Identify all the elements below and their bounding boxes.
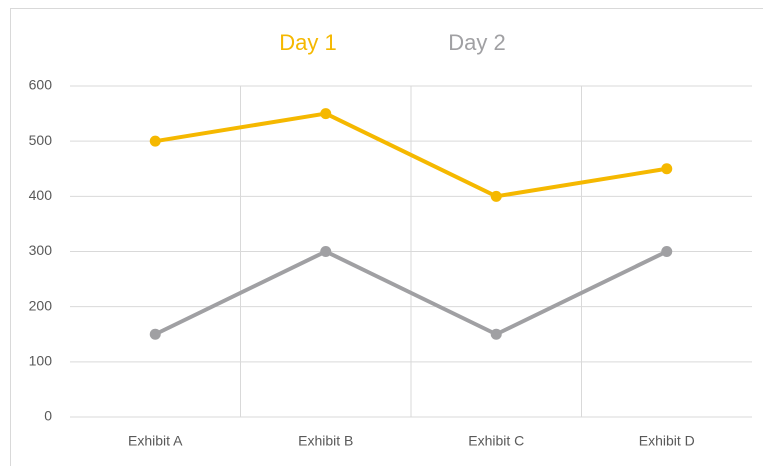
y-tick-label: 500 xyxy=(29,132,53,148)
y-tick-label: 0 xyxy=(44,408,52,424)
data-point xyxy=(661,163,673,175)
data-point xyxy=(490,190,502,202)
chart-frame xyxy=(10,8,763,466)
series-line xyxy=(154,111,668,199)
y-tick-label: 200 xyxy=(29,297,53,313)
data-point xyxy=(149,135,161,147)
y-tick-label: 300 xyxy=(29,242,53,258)
y-tick-label: 400 xyxy=(29,187,53,203)
legend-entry: Day 1 xyxy=(279,30,336,55)
series-line xyxy=(154,249,668,337)
x-tick-label: Exhibit B xyxy=(298,433,353,449)
y-tick-label: 100 xyxy=(29,353,53,369)
x-tick-label: Exhibit C xyxy=(468,433,524,449)
data-point xyxy=(320,246,332,257)
x-tick-label: Exhibit D xyxy=(639,433,695,449)
data-point xyxy=(149,328,161,340)
data-point xyxy=(490,328,502,340)
data-point xyxy=(320,108,332,120)
legend-entry: Day 2 xyxy=(448,30,505,55)
y-tick-label: 600 xyxy=(29,77,53,93)
x-tick-label: Exhibit A xyxy=(128,433,183,449)
data-point xyxy=(661,246,673,257)
